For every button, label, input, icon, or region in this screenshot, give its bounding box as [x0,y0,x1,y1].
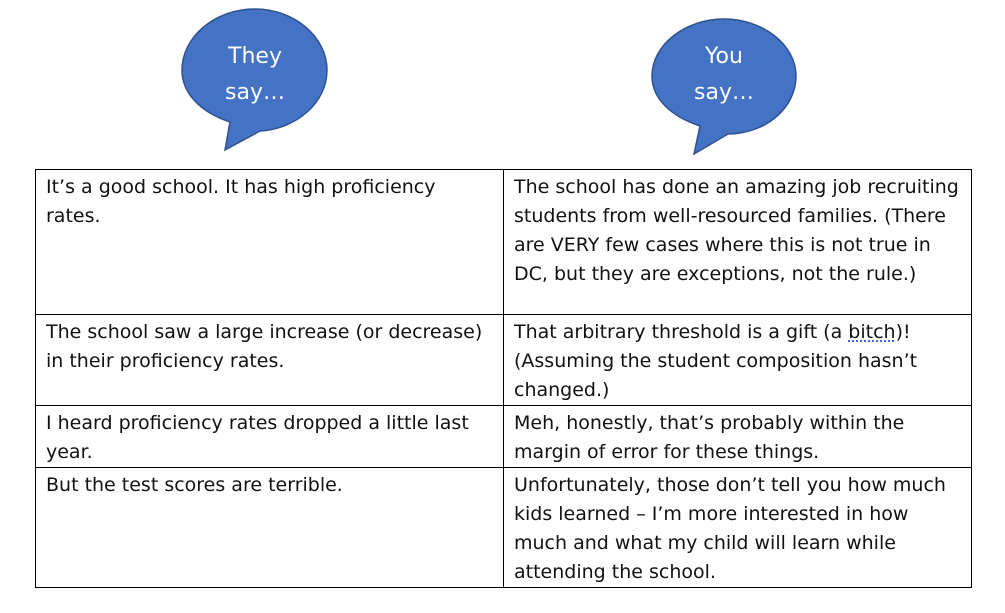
you-say-text-after: )! (Assuming the student composition has… [514,321,918,401]
you-say-bubble: You say… [650,18,800,158]
you-say-cell[interactable]: Meh, honestly, that’s probably within th… [503,405,972,468]
you-say-line2: say… [694,80,754,105]
you-say-cell[interactable]: Unfortunately, those don’t tell you how … [503,467,972,588]
you-say-cell[interactable]: That arbitrary threshold is a gift (a bi… [503,314,972,406]
they-say-bubble: They say… [180,8,330,153]
they-say-line1: They [228,44,282,69]
table-row: The school saw a large increase (or decr… [35,314,972,406]
you-say-cell[interactable]: The school has done an amazing job recru… [503,169,972,315]
table-row: But the test scores are terrible. Unfort… [35,467,972,588]
they-say-cell[interactable]: It’s a good school. It has high proficie… [35,169,504,315]
spellcheck-flagged-word[interactable]: bitch [848,321,896,343]
they-say-line2: say… [225,80,285,105]
speech-bubble-icon [181,8,328,152]
you-say-text-before: That arbitrary threshold is a gift (a [514,321,849,343]
they-say-cell[interactable]: I heard proficiency rates dropped a litt… [35,405,504,468]
table-row: I heard proficiency rates dropped a litt… [35,405,972,468]
they-say-cell[interactable]: But the test scores are terrible. [35,467,504,588]
you-say-text: You say… [650,39,798,111]
speech-bubble-icon [651,18,797,156]
table-row: It’s a good school. It has high proficie… [35,169,972,315]
you-say-line1: You [705,44,743,69]
they-say-cell[interactable]: The school saw a large increase (or decr… [35,314,504,406]
they-say-text: They say… [180,39,330,111]
comparison-table: It’s a good school. It has high proficie… [35,169,972,588]
